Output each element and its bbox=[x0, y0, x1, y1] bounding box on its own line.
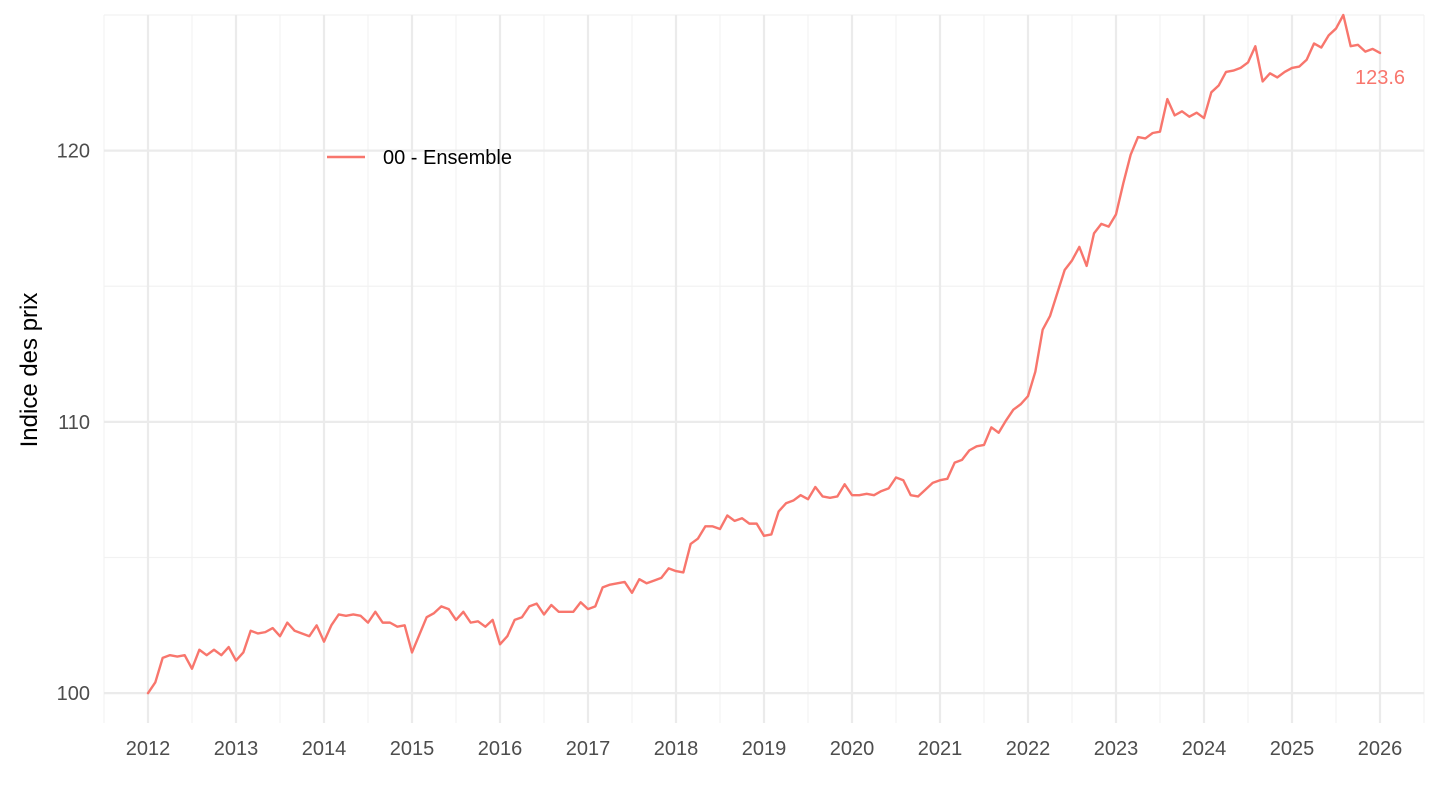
legend-series-label: 00 - Ensemble bbox=[383, 147, 512, 169]
y-tick-label: 110 bbox=[58, 412, 90, 434]
x-tick-label: 2020 bbox=[830, 738, 875, 760]
x-tick-label: 2022 bbox=[1006, 738, 1051, 760]
x-tick-label: 2013 bbox=[214, 738, 259, 760]
x-tick-label: 2024 bbox=[1182, 738, 1227, 760]
x-tick-label: 2018 bbox=[654, 738, 699, 760]
x-tick-label: 2016 bbox=[478, 738, 523, 760]
y-axis-tick-labels: 100 110 120 bbox=[57, 141, 90, 706]
series-line-ensemble bbox=[146, 13, 1382, 695]
y-axis-title: Indice des prix bbox=[16, 293, 43, 448]
x-tick-label: 2012 bbox=[126, 738, 171, 760]
x-tick-label: 2021 bbox=[918, 738, 963, 760]
y-tick-label: 100 bbox=[57, 683, 90, 705]
legend: 00 - Ensemble bbox=[327, 147, 512, 169]
x-tick-label: 2015 bbox=[390, 738, 435, 760]
x-tick-label: 2019 bbox=[742, 738, 787, 760]
y-tick-label: 120 bbox=[57, 141, 90, 163]
series-layer bbox=[146, 13, 1382, 695]
x-tick-label: 2014 bbox=[302, 738, 347, 760]
end-value-label: 123.6 bbox=[1355, 67, 1405, 89]
major-gridlines bbox=[104, 15, 1424, 723]
x-tick-label: 2025 bbox=[1270, 738, 1315, 760]
x-tick-label: 2023 bbox=[1094, 738, 1139, 760]
x-tick-label: 2026 bbox=[1358, 738, 1403, 760]
x-axis-tick-labels: 2012 2013 2014 2015 2016 2017 2018 2019 2020 2021… bbox=[126, 738, 1403, 760]
x-tick-label: 2017 bbox=[566, 738, 611, 760]
